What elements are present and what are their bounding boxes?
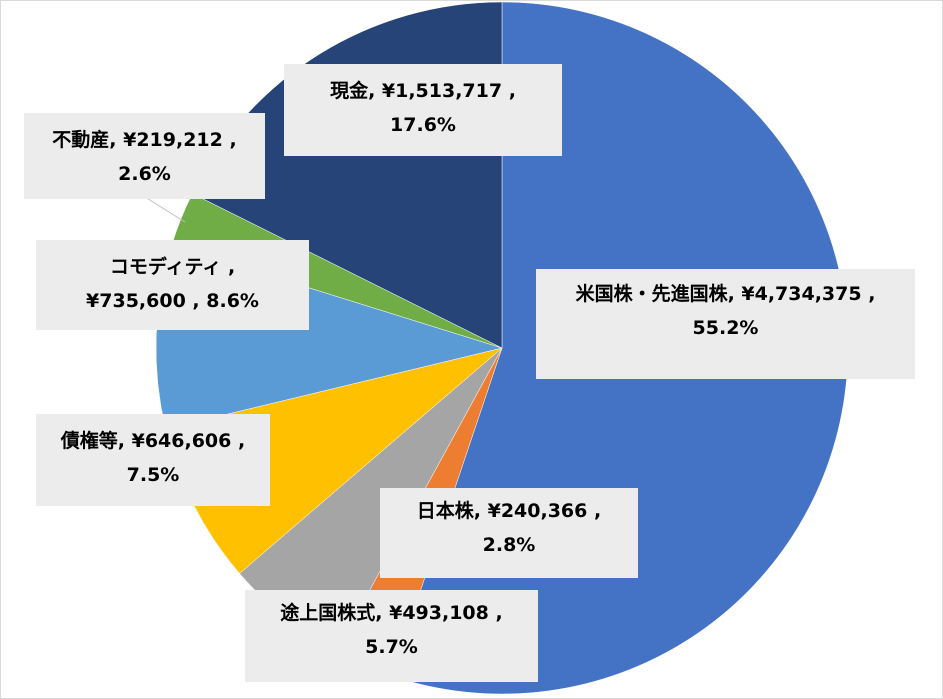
label-bonds: 債権等, ¥646,606 , 7.5% bbox=[36, 414, 270, 506]
label-commodity-line2: ¥735,600 , 8.6% bbox=[86, 290, 259, 312]
label-japan-stocks: 日本株, ¥240,366 , 2.8% bbox=[380, 488, 638, 578]
label-cash-line2: 17.6% bbox=[390, 114, 456, 136]
label-japan-stocks-line1: 日本株, ¥240,366 , bbox=[416, 500, 602, 522]
leader-line-real-estate bbox=[144, 196, 186, 223]
label-real-estate-line1: 不動産, ¥219,212 , bbox=[52, 129, 237, 151]
label-bonds-line1: 債権等, ¥646,606 , bbox=[60, 430, 246, 452]
label-emerging-stocks-line1: 途上国株式, ¥493,108 , bbox=[280, 602, 503, 624]
label-us-developed-stocks-line2: 55.2% bbox=[692, 317, 759, 339]
label-emerging-stocks-line2: 5.7% bbox=[365, 636, 418, 658]
label-real-estate: 不動産, ¥219,212 , 2.6% bbox=[24, 113, 265, 199]
label-commodity: コモディティ , ¥735,600 , 8.6% bbox=[36, 240, 309, 330]
label-emerging-stocks: 途上国株式, ¥493,108 , 5.7% bbox=[245, 590, 538, 682]
label-us-developed-stocks-line1: 米国株・先進国株, ¥4,734,375 , bbox=[575, 283, 876, 305]
label-japan-stocks-line2: 2.8% bbox=[482, 534, 536, 556]
label-commodity-line1: コモディティ , bbox=[109, 256, 236, 278]
label-cash: 現金, ¥1,513,717 , 17.6% bbox=[284, 64, 562, 156]
label-bonds-line2: 7.5% bbox=[126, 464, 180, 486]
label-real-estate-line2: 2.6% bbox=[118, 163, 171, 185]
label-cash-line1: 現金, ¥1,513,717 , bbox=[330, 80, 516, 102]
label-us-developed-stocks: 米国株・先進国株, ¥4,734,375 , 55.2% bbox=[536, 269, 915, 379]
